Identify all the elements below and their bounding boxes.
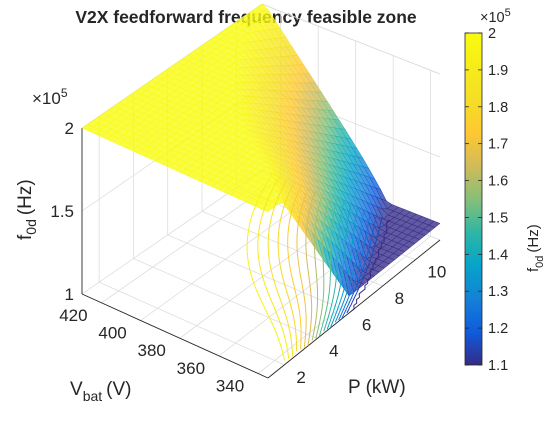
colorbar-label-unit: (Hz) — [525, 224, 542, 252]
z-tick-2: 2 — [65, 119, 74, 138]
colorbar-exponent: ×105 — [480, 7, 511, 26]
contour-line-2 — [341, 214, 377, 319]
contour-line-5 — [330, 207, 358, 328]
contour-line-16 — [257, 176, 290, 359]
y-tick-labels: 420 400 380 360 340 — [59, 306, 244, 396]
colorbar-tick-2: 1.8 — [488, 100, 508, 116]
colorbar — [464, 32, 483, 366]
grid-v-floor-1 — [140, 191, 319, 321]
z-tick-labels: 11.52 — [50, 119, 74, 304]
contour-line-13 — [287, 185, 302, 350]
floor-contours — [246, 173, 390, 361]
x-tick-4: 10 — [427, 263, 446, 282]
colorbar-label-sub: 0d — [534, 256, 546, 268]
contour-line-11 — [305, 190, 317, 346]
y-tick-3: 360 — [177, 359, 205, 378]
contour-line-17 — [246, 173, 286, 361]
grid-p-floor-1 — [133, 258, 318, 339]
y-axis-label-unit: (V) — [106, 379, 131, 400]
y-tick-4: 340 — [216, 377, 244, 396]
box-top-side — [261, 3, 441, 75]
grid-p-floor-2 — [167, 234, 351, 313]
z-axis-label-unit: (Hz) — [15, 179, 36, 215]
colorbar-tick-5: 1.5 — [488, 210, 508, 226]
contour-line-15 — [267, 179, 294, 357]
z-axis-label-sub: 0d — [23, 219, 39, 235]
x-axis-label: P (kW) — [348, 377, 406, 398]
colorbar-label: f0d(Hz) — [525, 224, 546, 272]
contour-line-10 — [311, 193, 324, 341]
z-tick-0: 1 — [65, 285, 74, 304]
z-exponent-sup: 5 — [61, 86, 68, 100]
x-tick-1: 4 — [329, 342, 338, 361]
x-tick-labels: 2 4 6 8 10 — [296, 263, 446, 387]
contour-line-7 — [323, 202, 345, 332]
x-tick-3: 8 — [395, 289, 404, 308]
y-axis-label: Vbat (V) — [70, 379, 131, 404]
colorbar-tick-0: 2 — [488, 26, 496, 42]
contour-line-9 — [315, 196, 331, 339]
contour-line-14 — [277, 182, 298, 352]
y-axis-label-sub: bat — [83, 388, 103, 404]
z-tick-1: 1.5 — [50, 202, 74, 221]
colorbar-exponent-sup: 5 — [505, 7, 511, 19]
colorbar-tick-6: 1.4 — [488, 247, 508, 263]
contour-line-8 — [318, 199, 338, 337]
contour-line-0 — [350, 219, 390, 312]
z-exponent-label: ×105 — [32, 86, 68, 108]
colorbar-tick-8: 1.2 — [488, 321, 508, 337]
colorbar-tick-7: 1.3 — [488, 284, 508, 300]
colorbar-tick-1: 1.9 — [488, 63, 508, 79]
contour-line-1 — [346, 217, 383, 314]
axis-edge-v — [81, 293, 269, 379]
colorbar-tick-9: 1.1 — [488, 358, 508, 374]
surface-facet — [428, 220, 441, 228]
y-tick-2: 380 — [138, 341, 166, 360]
grid-p-floor-0 — [99, 281, 285, 366]
contour-line-12 — [296, 188, 309, 348]
contour-line-6 — [326, 204, 352, 330]
surface-mesh — [81, 3, 441, 297]
colorbar-tick-4: 1.6 — [488, 174, 508, 190]
contour-line-4 — [334, 210, 365, 323]
y-tick-0: 420 — [59, 306, 87, 325]
x-tick-0: 2 — [296, 368, 305, 387]
colorbar-ticks: 2 1.9 1.8 1.7 1.6 1.5 1.4 1.3 1.2 1.1 — [465, 26, 508, 374]
grid-v-floor-4 — [257, 236, 431, 374]
contour-line-3 — [338, 212, 371, 321]
z-axis-label: f0d(Hz) — [15, 179, 39, 240]
y-tick-1: 400 — [98, 324, 126, 343]
colorbar-tick-3: 1.7 — [488, 137, 508, 153]
x-tick-2: 6 — [362, 315, 371, 334]
